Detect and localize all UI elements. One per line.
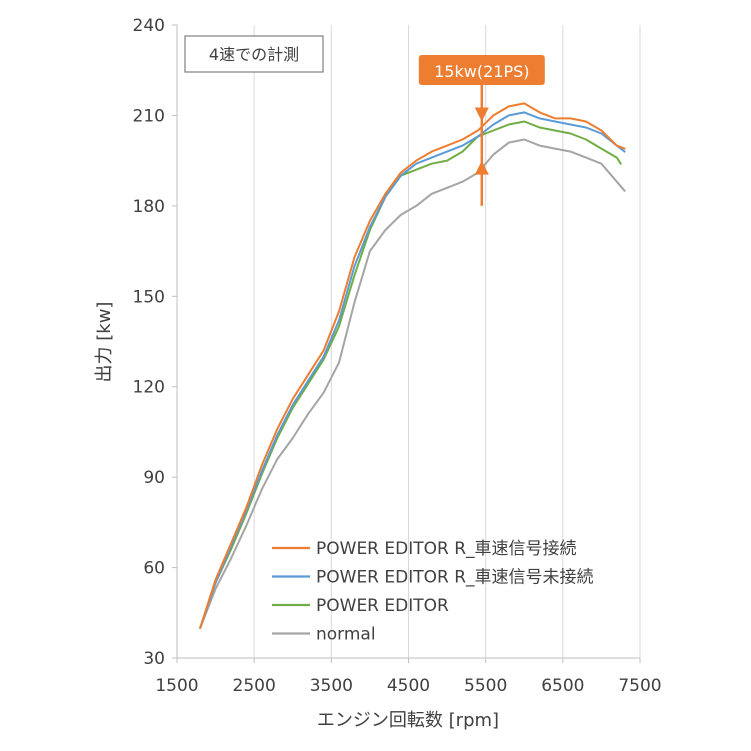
x-tick-label: 3500 [310, 676, 353, 696]
y-tick-label: 60 [143, 559, 165, 579]
series-line-1 [199, 111, 626, 629]
x-tick-label: 4500 [387, 676, 430, 696]
series-line-0 [199, 102, 626, 629]
y-tick-label: 30 [143, 649, 165, 669]
y-tick-label: 180 [133, 197, 165, 217]
x-tick-label: 2500 [233, 676, 276, 696]
x-axis-title: エンジン回転数 [rpm] [317, 710, 499, 731]
tick-labels: 30 60 90 120 150 180 210 240 1500 2500 3500 4500 550… [133, 16, 662, 696]
legend-label-3: normal [316, 625, 376, 645]
y-tick-label: 210 [133, 106, 165, 126]
callout-label-box [418, 55, 545, 85]
legend-label-0: POWER EDITOR R_車速信号接続 [316, 539, 577, 559]
note-box: 4速での計測 [184, 35, 324, 73]
axes [172, 24, 641, 663]
x-tick-label: 7500 [618, 676, 661, 696]
grid-lines [176, 25, 641, 658]
legend-label-2: POWER EDITOR [316, 596, 449, 616]
series-line-2 [199, 120, 622, 629]
y-tick-label: 240 [133, 16, 165, 36]
data-series [199, 102, 626, 629]
note-text: 4速での計測 [209, 45, 299, 64]
x-tick-label: 5500 [464, 676, 507, 696]
legend-label-1: POWER EDITOR R_車速信号未接続 [316, 568, 594, 588]
legend: POWER EDITOR R_車速信号接続 POWER EDITOR R_車速信号… [272, 539, 594, 645]
callout-arrowhead-up [474, 160, 489, 175]
y-axis-title: 出力 [kw] [94, 302, 115, 383]
difference-callout: 15kw(21PS) [418, 55, 545, 206]
x-tick-label: 6500 [541, 676, 584, 696]
y-tick-label: 120 [133, 378, 165, 398]
callout-label: 15kw(21PS) [434, 62, 529, 81]
y-tick-label: 90 [143, 468, 165, 488]
callout-arrowhead-down [474, 107, 489, 122]
series-line-3 [199, 138, 626, 629]
y-tick-label: 150 [133, 287, 165, 307]
x-tick-label: 1500 [155, 676, 198, 696]
